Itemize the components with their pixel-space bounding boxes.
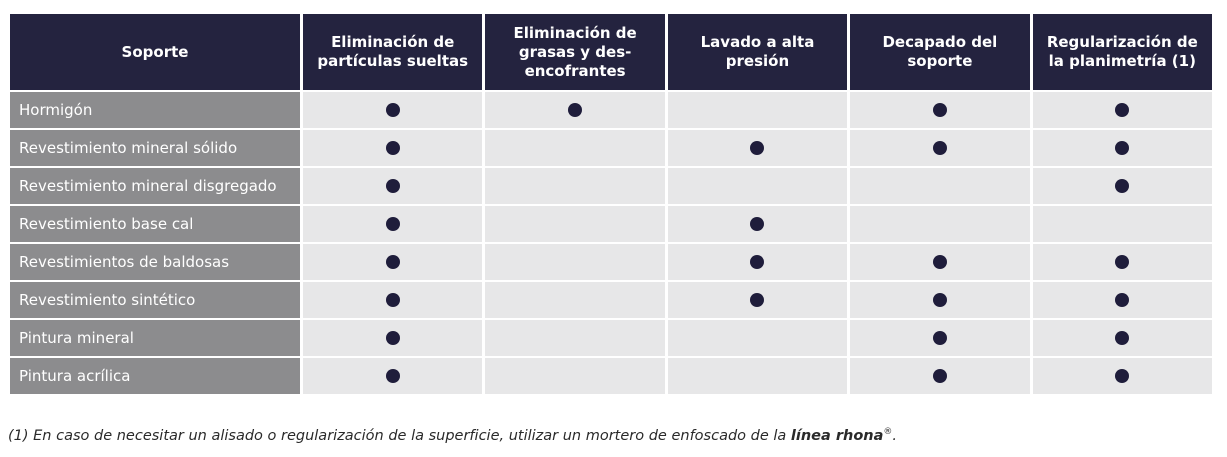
table-cell xyxy=(850,282,1030,318)
dot xyxy=(568,103,583,117)
table-cell xyxy=(667,282,848,318)
table-cell xyxy=(1032,92,1212,128)
table-cell xyxy=(485,168,665,204)
table-cell xyxy=(850,206,1030,242)
table-cell xyxy=(485,358,665,394)
table-cell xyxy=(850,130,1030,166)
dot xyxy=(750,293,765,307)
column-header: Lavado a alta presión xyxy=(667,14,848,90)
dot xyxy=(750,217,765,231)
table-cell xyxy=(485,320,665,356)
table-cell xyxy=(303,168,483,204)
dot xyxy=(385,331,400,345)
dot xyxy=(1115,255,1130,269)
dot xyxy=(750,141,765,155)
dot xyxy=(1115,369,1130,383)
table-cell xyxy=(667,130,848,166)
dot xyxy=(932,103,947,117)
table-cell xyxy=(1032,244,1212,280)
column-header: Decapado del soporte xyxy=(850,14,1030,90)
table-cell xyxy=(1032,320,1212,356)
dot xyxy=(932,293,947,307)
row-label: Revestimientos de baldosas xyxy=(10,244,300,280)
table-cell xyxy=(303,358,483,394)
table-cell xyxy=(1032,282,1212,318)
table-cell xyxy=(667,92,848,128)
table-cell xyxy=(850,168,1030,204)
column-header: Eliminación de grasas y des-encofrantes xyxy=(485,14,665,90)
row-label: Pintura acrílica xyxy=(10,358,300,394)
dot xyxy=(385,103,400,117)
dot xyxy=(385,179,400,193)
table-cell xyxy=(667,168,848,204)
table-cell xyxy=(850,92,1030,128)
dot xyxy=(385,217,400,231)
dot xyxy=(1115,293,1130,307)
table-cell xyxy=(1032,130,1212,166)
dot xyxy=(1115,179,1130,193)
table-cell xyxy=(850,320,1030,356)
footnote-end: . xyxy=(892,427,898,444)
table-cell xyxy=(485,206,665,242)
row-label: Revestimiento mineral disgregado xyxy=(10,168,300,204)
table-cell xyxy=(667,244,848,280)
row-label: Revestimiento base cal xyxy=(10,206,300,242)
table-cell xyxy=(485,92,665,128)
table: Soporte Eliminación de partículas sueltas… xyxy=(10,14,1212,394)
dot xyxy=(385,369,400,383)
row-label: Pintura mineral xyxy=(10,320,300,356)
table-cell xyxy=(850,358,1030,394)
column-header: Soporte xyxy=(10,14,300,90)
column-header: Regularización de la planimetría (1) xyxy=(1032,14,1212,90)
table-cell xyxy=(303,206,483,242)
table-cell xyxy=(1032,358,1212,394)
footnote-emphasis: línea rhona xyxy=(790,427,884,444)
table-cell xyxy=(303,130,483,166)
row-label: Hormigón xyxy=(10,92,300,128)
table-cell xyxy=(667,320,848,356)
footnote-text: (1) En caso de necesitar un alisado o re… xyxy=(8,427,791,444)
column-header: Eliminación de partículas sueltas xyxy=(303,14,483,90)
table-cell xyxy=(850,244,1030,280)
table-cell xyxy=(667,206,848,242)
dot xyxy=(1115,103,1130,117)
table-cell xyxy=(303,244,483,280)
dot xyxy=(750,255,765,269)
table-cell xyxy=(1032,168,1212,204)
dot xyxy=(932,369,947,383)
row-label: Revestimiento sintético xyxy=(10,282,300,318)
footnote: (1) En caso de necesitar un alisado o re… xyxy=(8,427,897,444)
dot xyxy=(932,331,947,345)
dot xyxy=(1115,141,1130,155)
table-cell xyxy=(485,130,665,166)
table-cell xyxy=(485,244,665,280)
table-cell xyxy=(1032,206,1212,242)
table-cell xyxy=(485,282,665,318)
dot xyxy=(1115,331,1130,345)
table-cell xyxy=(303,92,483,128)
dot xyxy=(385,293,400,307)
table-cell xyxy=(303,282,483,318)
dot xyxy=(385,255,400,269)
dot xyxy=(385,141,400,155)
row-label: Revestimiento mineral sólido xyxy=(10,130,300,166)
dot xyxy=(932,255,947,269)
footnote-mark: ® xyxy=(883,427,893,437)
dot xyxy=(932,141,947,155)
table-cell xyxy=(667,358,848,394)
table-cell xyxy=(303,320,483,356)
